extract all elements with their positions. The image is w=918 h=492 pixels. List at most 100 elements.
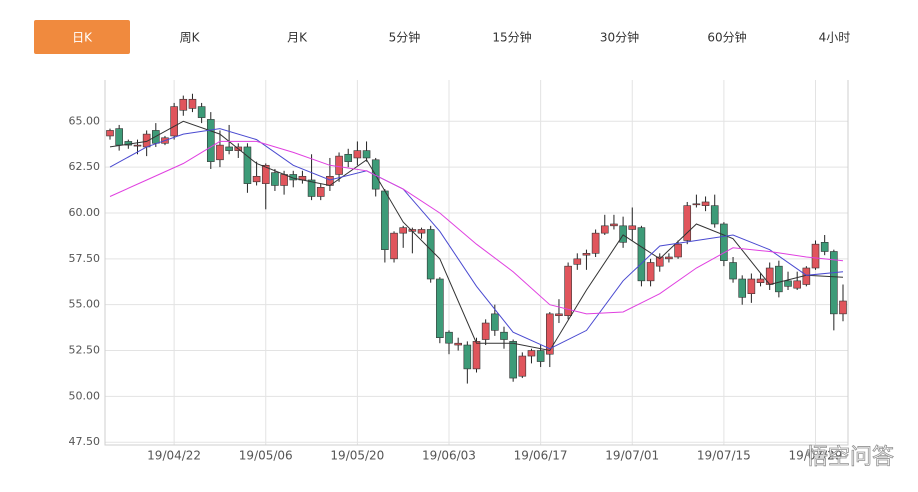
candle-body xyxy=(463,344,472,370)
candle-body xyxy=(436,278,444,339)
candle-body xyxy=(353,150,362,159)
candle-body xyxy=(381,190,389,250)
candle-body xyxy=(197,106,206,118)
candle-body xyxy=(261,164,270,184)
candle-body xyxy=(252,175,261,183)
candle-body xyxy=(839,300,847,315)
y-tick-label: 65.00 xyxy=(69,114,101,127)
candle-body xyxy=(316,186,325,197)
candle-body xyxy=(545,313,554,355)
candle-body xyxy=(518,355,527,377)
candle-body xyxy=(655,256,664,267)
y-tick-label: 62.50 xyxy=(69,160,101,173)
y-tick-label: 47.50 xyxy=(69,435,101,448)
candle-body xyxy=(793,280,801,289)
moving-average xyxy=(109,128,844,350)
candle-body xyxy=(500,331,508,340)
y-tick-label: 55.00 xyxy=(69,298,101,311)
candle-body xyxy=(216,144,224,161)
candle-body xyxy=(582,253,591,256)
candle-body xyxy=(188,98,197,109)
candle-body xyxy=(362,150,371,159)
tab[interactable]: 30分钟 xyxy=(600,30,639,45)
moving-average xyxy=(109,140,844,315)
candle-body xyxy=(830,251,838,315)
candle-body xyxy=(701,201,710,206)
x-tick-label: 19/06/17 xyxy=(514,449,568,463)
candle-body xyxy=(133,144,142,147)
candle-body xyxy=(784,280,792,287)
tab[interactable]: 15分钟 xyxy=(492,30,531,45)
candle-body xyxy=(335,155,343,175)
tab[interactable]: 60分钟 xyxy=(707,30,746,45)
candle-body xyxy=(720,223,728,261)
candle-body xyxy=(527,350,536,357)
candle-body xyxy=(344,153,353,162)
x-tick-label: 19/05/06 xyxy=(239,449,293,463)
y-tick-label: 57.50 xyxy=(69,252,101,265)
candle-body xyxy=(445,331,453,344)
candle-body xyxy=(399,227,408,234)
candle-body xyxy=(426,229,435,280)
candle-body xyxy=(225,146,233,151)
candle-body xyxy=(472,341,481,370)
candle-body xyxy=(170,106,178,137)
candle-body xyxy=(481,322,490,340)
x-tick-label: 19/04/22 xyxy=(147,449,201,463)
candle-body xyxy=(637,227,646,282)
x-tick-label: 19/07/01 xyxy=(605,449,659,463)
candle-body xyxy=(555,313,563,316)
candle-body xyxy=(564,265,572,316)
tab[interactable]: 日K xyxy=(72,31,93,45)
candle-body xyxy=(509,341,517,379)
candle-body xyxy=(747,278,756,294)
x-tick-label: 19/06/03 xyxy=(422,449,476,463)
candle-body xyxy=(390,232,398,260)
candle-body xyxy=(683,205,692,241)
y-tick-label: 60.00 xyxy=(69,206,101,219)
candle-body xyxy=(280,174,288,186)
candle-body xyxy=(628,225,637,230)
tab[interactable]: 周K xyxy=(180,31,201,45)
candle-body xyxy=(738,278,747,298)
candle-body xyxy=(811,243,820,269)
tab-active-bg xyxy=(34,20,130,54)
x-tick-label: 19/07/29 xyxy=(789,449,843,463)
candle-body xyxy=(454,342,462,346)
x-tick-label: 19/07/15 xyxy=(697,449,751,463)
y-tick-label: 50.00 xyxy=(69,389,101,402)
tab[interactable]: 5分钟 xyxy=(389,30,421,45)
watermark: 悟空问答 xyxy=(806,445,894,470)
moving-average xyxy=(109,120,844,352)
y-tick-label: 52.50 xyxy=(69,344,101,357)
candle-body xyxy=(610,223,618,227)
candle-body xyxy=(646,262,655,282)
candle-body xyxy=(674,243,682,258)
tab[interactable]: 月K xyxy=(287,31,308,45)
plot-border xyxy=(104,80,849,446)
candle-body xyxy=(536,350,545,362)
candle-body xyxy=(417,229,426,234)
candle-body xyxy=(600,225,609,234)
tab[interactable]: 4小时 xyxy=(819,31,851,45)
candle-body xyxy=(106,130,114,137)
candle-body xyxy=(591,232,600,254)
candle-body xyxy=(820,242,829,252)
candle-body xyxy=(729,262,737,280)
candle-body xyxy=(491,313,499,331)
candle-body xyxy=(307,179,316,197)
x-tick-label: 19/05/20 xyxy=(330,449,384,463)
candle-body xyxy=(271,172,279,186)
candle-body xyxy=(115,128,123,146)
candle-body xyxy=(573,258,582,265)
candle-body xyxy=(665,256,673,260)
candle-body xyxy=(775,265,783,293)
candle-body xyxy=(179,98,188,111)
candle-body xyxy=(206,119,215,162)
candle-body xyxy=(243,146,252,184)
candle-body xyxy=(692,203,701,206)
candle-body xyxy=(710,205,719,225)
candle-body xyxy=(756,278,765,283)
